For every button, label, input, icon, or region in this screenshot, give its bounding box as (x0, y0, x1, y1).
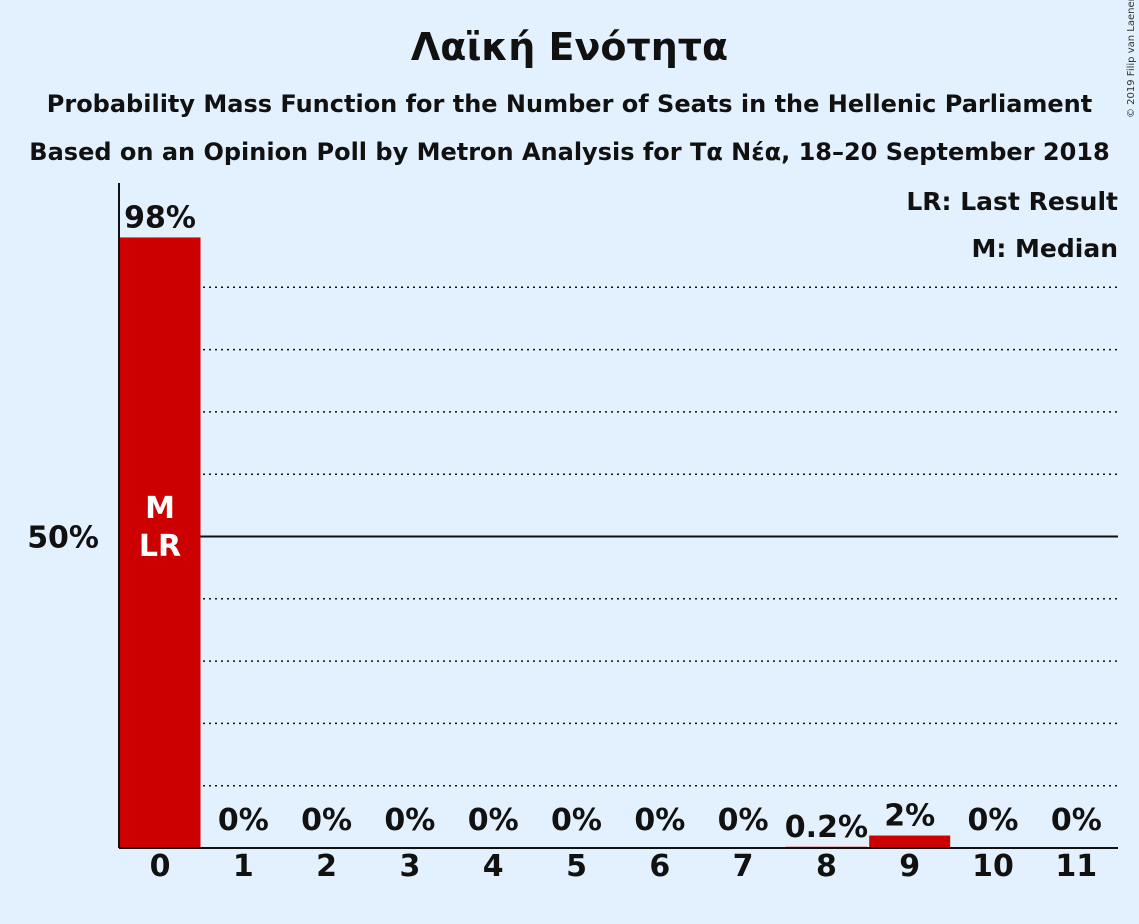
x-tick-label: 5 (566, 849, 587, 884)
data-label: 0% (718, 803, 769, 838)
chart-subtitle-source: Based on an Opinion Poll by Metron Analy… (29, 138, 1110, 166)
x-tick-label: 10 (972, 849, 1014, 884)
data-label: 98% (124, 200, 196, 235)
x-tick-label: 11 (1055, 849, 1097, 884)
legend: LR: Last Result M: Median (906, 187, 1118, 263)
data-label: 0% (301, 803, 352, 838)
data-label: 0% (551, 803, 602, 838)
data-label: 0.2% (785, 810, 868, 845)
x-tick-label: 8 (816, 849, 837, 884)
x-tick-label: 9 (899, 849, 920, 884)
data-label: 0% (218, 803, 269, 838)
x-tick-label: 2 (316, 849, 337, 884)
chart-subtitle: Probability Mass Function for the Number… (46, 90, 1093, 118)
bar (119, 237, 201, 848)
legend-entry: M: Median (971, 234, 1118, 263)
bar-marker-label: LR (139, 529, 181, 564)
data-label: 0% (634, 803, 685, 838)
bar-marker-label: M (145, 491, 175, 526)
data-label: 0% (384, 803, 435, 838)
x-tick-label: 7 (733, 849, 754, 884)
axes (118, 183, 1118, 849)
data-labels: 98% 0% 0% 0% 0% 0% 0% 0% 0.2% 2% 0% 0% MLR (124, 200, 1102, 844)
data-label: 0% (468, 803, 519, 838)
x-tick-label: 6 (649, 849, 670, 884)
data-label: 2% (884, 799, 935, 834)
data-label: 0% (968, 803, 1019, 838)
x-tick-label: 0 (150, 849, 171, 884)
legend-entry: LR: Last Result (906, 187, 1118, 216)
y-tick-labels: 50% (27, 521, 99, 556)
chart-title: Λαϊκή Ενότητα (410, 25, 729, 69)
x-tick-label: 1 (233, 849, 254, 884)
bar (869, 835, 951, 848)
data-label: 0% (1051, 803, 1102, 838)
x-tick-label: 4 (483, 849, 504, 884)
gridlines (119, 286, 1118, 787)
y-tick-label: 50% (27, 521, 99, 556)
x-tick-labels: 0 1 2 3 4 5 6 7 8 9 10 11 (150, 849, 1098, 884)
x-tick-label: 3 (399, 849, 420, 884)
bars (119, 237, 951, 848)
